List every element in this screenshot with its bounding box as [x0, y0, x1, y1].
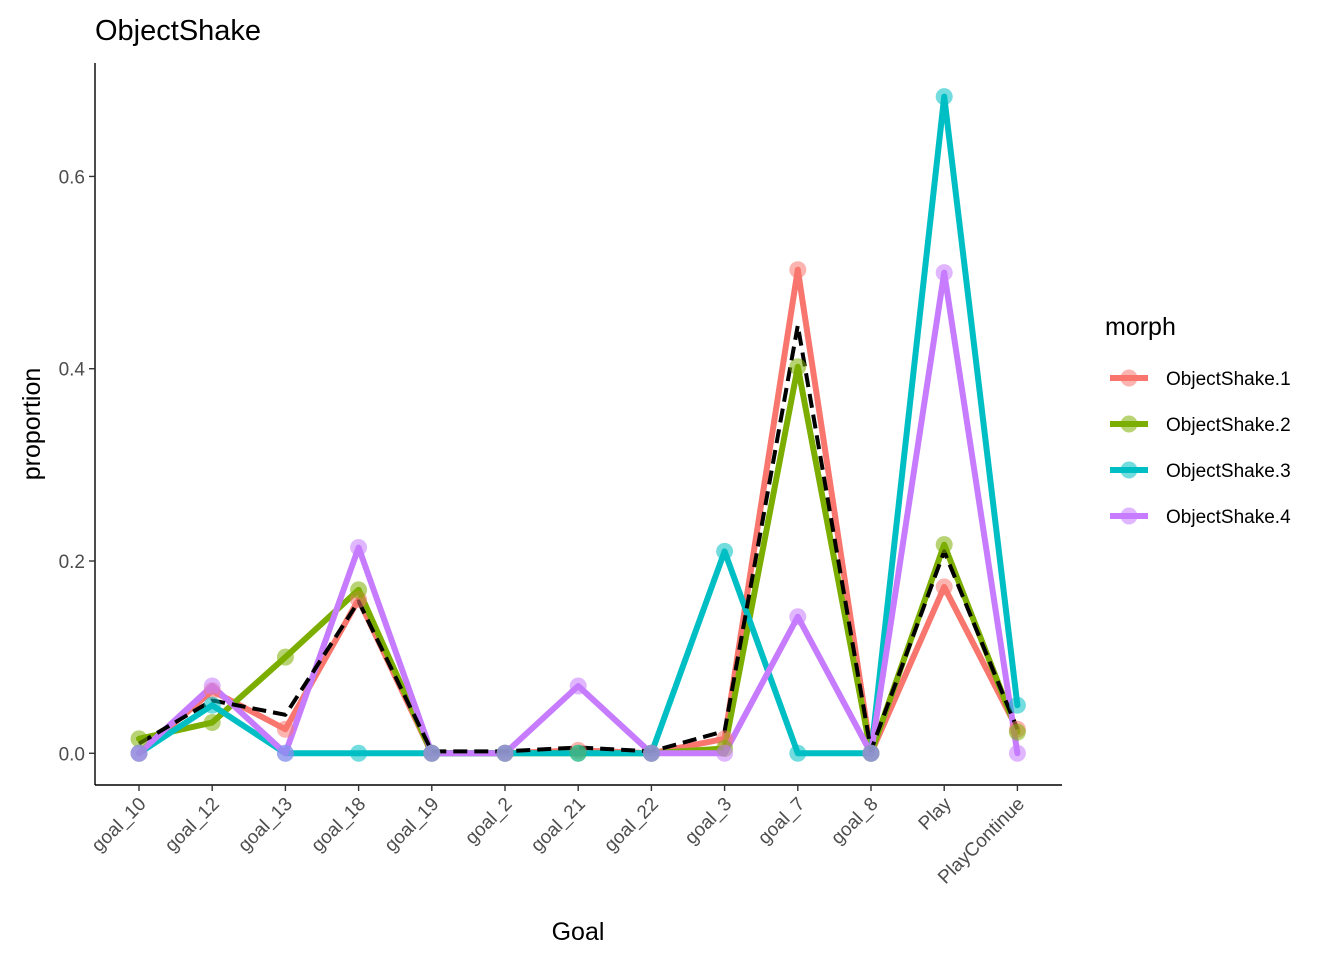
- data-point-objectshake-4: [862, 744, 880, 762]
- legend-key-point: [1120, 461, 1138, 479]
- data-point-objectshake-4: [642, 744, 660, 762]
- x-tick-label: goal_2: [461, 794, 516, 849]
- data-point-objectshake-3: [789, 744, 807, 762]
- data-point-objectshake-4: [569, 677, 587, 695]
- data-point-objectshake-4: [276, 744, 294, 762]
- data-point-objectshake-4: [423, 744, 441, 762]
- x-tick-label: goal_13: [234, 794, 297, 857]
- data-point-objectshake-3: [935, 88, 953, 106]
- chart-title: ObjectShake: [95, 15, 261, 47]
- x-tick-label: goal_8: [827, 794, 882, 849]
- x-tick-label: goal_7: [754, 794, 809, 849]
- data-point-objectshake-3: [1008, 696, 1026, 714]
- data-point-objectshake-3: [350, 744, 368, 762]
- x-tick-label: goal_21: [527, 794, 590, 857]
- y-axis-title: proportion: [18, 368, 46, 481]
- data-point-objectshake-4: [496, 744, 514, 762]
- data-point-objectshake-4: [130, 744, 148, 762]
- data-point-objectshake-4: [716, 744, 734, 762]
- legend-key-point: [1120, 369, 1138, 387]
- x-tick-label: goal_10: [88, 794, 151, 857]
- data-point-objectshake-3: [716, 542, 734, 560]
- data-point-objectshake-3: [569, 744, 587, 762]
- x-tick-label: goal_3: [681, 794, 736, 849]
- x-tick-label: goal_22: [600, 794, 663, 857]
- x-tick-label: goal_12: [161, 794, 224, 857]
- x-tick-label: goal_19: [381, 794, 444, 857]
- y-tick-label: 0.0: [59, 744, 85, 765]
- x-tick-label: Play: [915, 793, 956, 834]
- data-point-objectshake-2: [1008, 723, 1026, 741]
- data-point-objectshake-4: [350, 539, 368, 557]
- data-point-objectshake-2: [276, 648, 294, 666]
- legend-key-point: [1120, 415, 1138, 433]
- y-tick-label: 0.2: [59, 552, 85, 573]
- legend-label: ObjectShake.1: [1166, 369, 1291, 390]
- data-point-objectshake-1: [935, 578, 953, 596]
- data-point-objectshake-2: [130, 730, 148, 748]
- x-axis-ticks: goal_10 goal_12 goal_13 goal_18 goal_19 goal_…: [88, 785, 1029, 888]
- y-axis-ticks: 0.0 0.2 0.4 0.6: [59, 167, 95, 765]
- data-point-objectshake-2: [203, 714, 221, 732]
- legend-label: ObjectShake.4: [1166, 507, 1291, 528]
- data-point-objectshake-4: [1008, 744, 1026, 762]
- legend-item-objectshake-3: ObjectShake.3: [1110, 461, 1291, 482]
- legend-item-objectshake-2: ObjectShake.2: [1110, 415, 1291, 436]
- data-point-objectshake-1: [276, 720, 294, 738]
- data-point-objectshake-3: [203, 696, 221, 714]
- data-point-objectshake-4: [203, 677, 221, 695]
- legend-label: ObjectShake.3: [1166, 461, 1291, 482]
- series-line-objectshake-2: [136, 363, 1021, 757]
- legend-item-objectshake-4: ObjectShake.4: [1110, 507, 1291, 528]
- data-point-objectshake-2: [350, 581, 368, 599]
- x-axis-title: Goal: [552, 918, 605, 946]
- x-tick-label: goal_18: [307, 794, 370, 857]
- data-point-objectshake-4: [935, 264, 953, 282]
- data-point-objectshake-2: [935, 536, 953, 554]
- data-point-objectshake-1: [789, 261, 807, 279]
- data-point-objectshake-2: [789, 358, 807, 376]
- series-lines: [136, 93, 1021, 757]
- y-tick-label: 0.6: [59, 167, 85, 188]
- legend-key-point: [1120, 507, 1138, 525]
- legend-item-objectshake-1: ObjectShake.1: [1110, 369, 1291, 390]
- legend-title: morph: [1105, 313, 1176, 341]
- series-points: [130, 88, 1026, 762]
- plot-area: [130, 88, 1026, 762]
- y-tick-label: 0.4: [59, 360, 86, 381]
- legend-label: ObjectShake.2: [1166, 415, 1291, 436]
- legend: morph ObjectShake.1 ObjectShake.2 ObjectSh…: [1105, 313, 1291, 528]
- data-point-objectshake-4: [789, 608, 807, 626]
